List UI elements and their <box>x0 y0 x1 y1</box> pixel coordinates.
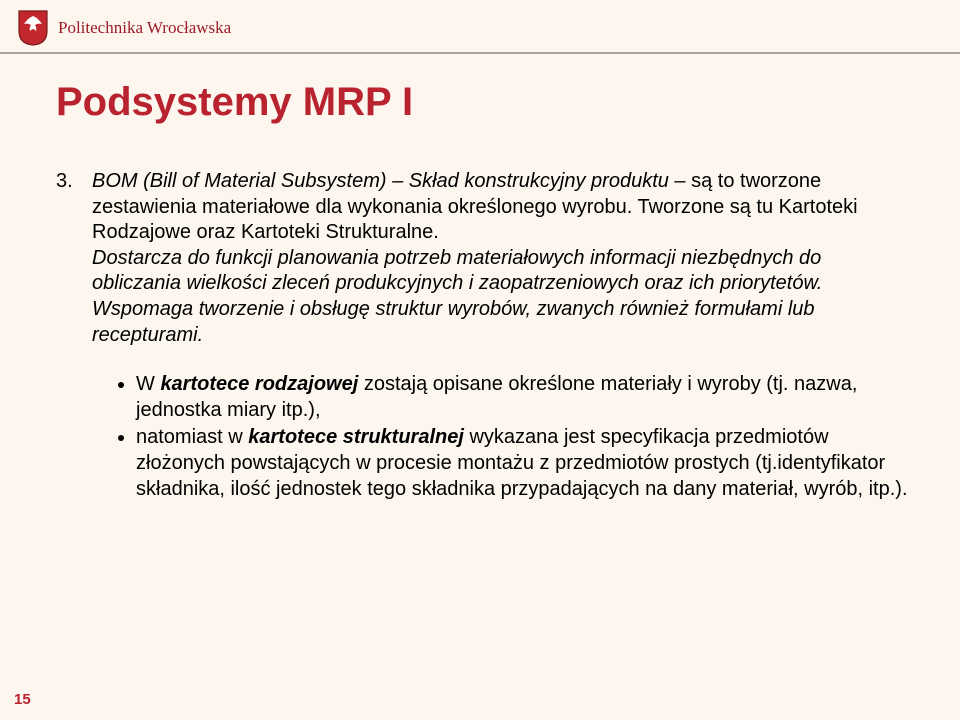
numbered-item: 3. BOM (Bill of Material Subsystem) – Sk… <box>56 169 910 348</box>
b2-pre: natomiast w <box>136 426 248 448</box>
slide-title: Podsystemy MRP I <box>56 80 910 125</box>
header: Politechnika Wrocławska <box>0 0 960 54</box>
b1-em: kartotece rodzajowej <box>160 373 358 395</box>
bullet-1: W kartotece rodzajowej zostają opisane o… <box>136 372 910 423</box>
lead-phrase: BOM (Bill of Material Subsystem) – Skład… <box>92 170 669 192</box>
item-number: 3. <box>56 169 92 348</box>
item-body: BOM (Bill of Material Subsystem) – Skład… <box>92 169 910 348</box>
b1-pre: W <box>136 373 160 395</box>
page-number: 15 <box>14 691 31 708</box>
item-paragraph-3: Wspomaga tworzenie i obsługę struktur wy… <box>92 297 910 348</box>
content-area: Podsystemy MRP I 3. BOM (Bill of Materia… <box>0 54 960 502</box>
university-shield-icon <box>18 10 48 46</box>
item-paragraph-1: BOM (Bill of Material Subsystem) – Skład… <box>92 169 910 246</box>
b2-em: kartotece strukturalnej <box>248 426 464 448</box>
institution-name: Politechnika Wrocławska <box>58 18 231 38</box>
item-paragraph-2: Dostarcza do funkcji planowania potrzeb … <box>92 246 910 297</box>
bullet-2: natomiast w kartotece strukturalnej wyka… <box>136 425 910 502</box>
bullet-list: W kartotece rodzajowej zostają opisane o… <box>56 372 910 502</box>
